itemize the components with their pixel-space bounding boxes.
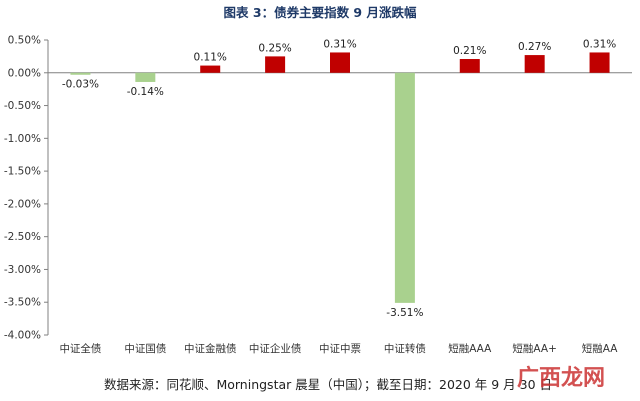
y-tick-label: -2.00% bbox=[4, 198, 41, 210]
y-tick-label: -4.00% bbox=[4, 330, 41, 342]
bar-2 bbox=[135, 72, 156, 82]
bar-9 bbox=[589, 52, 610, 73]
y-tick-label: -1.00% bbox=[4, 133, 41, 145]
y-tick-label: -0.50% bbox=[4, 100, 41, 112]
x-tick-label: 短融AAA bbox=[448, 342, 492, 355]
x-tick-label: 短融AA+ bbox=[512, 342, 556, 355]
y-tick-label: -1.50% bbox=[4, 166, 41, 178]
data-label: 0.31% bbox=[323, 38, 356, 50]
data-label: 0.11% bbox=[194, 52, 227, 64]
data-label: -0.14% bbox=[127, 86, 164, 98]
x-tick-label: 中证企业债 bbox=[249, 342, 302, 355]
data-label: -0.03% bbox=[62, 79, 99, 91]
watermark-text: 广西龙网 bbox=[517, 365, 605, 391]
data-label: 0.21% bbox=[453, 45, 486, 57]
x-tick-label: 中证中票 bbox=[319, 342, 361, 355]
bar-4 bbox=[265, 56, 286, 73]
bar-6 bbox=[394, 72, 415, 303]
x-tick-label: 短融AA bbox=[582, 342, 618, 355]
y-tick-label: -2.50% bbox=[4, 231, 41, 243]
data-label: -3.51% bbox=[386, 307, 423, 319]
bar-5 bbox=[330, 52, 350, 73]
data-label: 0.25% bbox=[258, 42, 291, 54]
y-tick-label: 0.00% bbox=[8, 67, 41, 79]
y-tick-label: 0.50% bbox=[8, 35, 41, 47]
bar-7 bbox=[459, 59, 480, 73]
x-tick-label: 中证全债 bbox=[59, 342, 101, 355]
plot-area: 0.50% 0.00% -0.50% -1.00% -1.50% -2.00% -2.50%… bbox=[4, 35, 632, 355]
y-tick-label: -3.50% bbox=[4, 297, 41, 309]
y-tick-label: -3.00% bbox=[4, 264, 41, 276]
x-tick-label: 中证国债 bbox=[124, 342, 166, 355]
data-label: 0.31% bbox=[583, 38, 616, 50]
bar-3 bbox=[200, 65, 221, 73]
bar-8 bbox=[524, 55, 545, 73]
chart-title: 图表 3：债券主要指数 9 月涨跌幅 bbox=[224, 5, 417, 20]
x-tick-label: 中证金融债 bbox=[184, 342, 237, 355]
data-label: 0.27% bbox=[518, 41, 551, 53]
x-tick-label: 中证转债 bbox=[384, 342, 426, 355]
bar-1 bbox=[70, 72, 91, 75]
source-note: 数据来源：同花顺、Morningstar 晨星（中国）；截至日期：2020 年 … bbox=[104, 377, 552, 392]
